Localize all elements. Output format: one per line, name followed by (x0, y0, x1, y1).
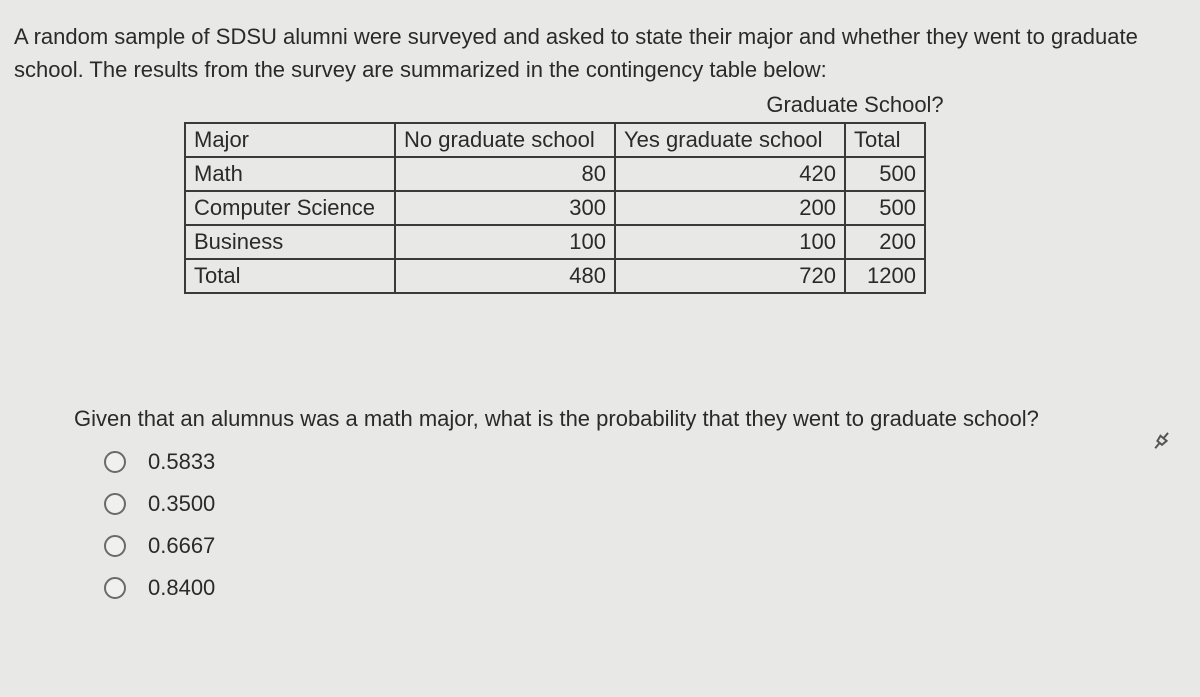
cell-major: Total (185, 259, 395, 293)
cell-major: Computer Science (185, 191, 395, 225)
intro-text: A random sample of SDSU alumni were surv… (14, 20, 1186, 86)
cell-total: 1200 (845, 259, 925, 293)
cell-no: 480 (395, 259, 615, 293)
question-block: Given that an alumnus was a math major, … (74, 404, 1186, 601)
answer-options: 0.5833 0.3500 0.6667 0.8400 (104, 449, 1186, 601)
cell-yes: 100 (615, 225, 845, 259)
cell-no: 80 (395, 157, 615, 191)
cell-no: 100 (395, 225, 615, 259)
radio-icon[interactable] (104, 493, 126, 515)
cell-yes: 200 (615, 191, 845, 225)
answer-option[interactable]: 0.8400 (104, 575, 1186, 601)
cell-major: Business (185, 225, 395, 259)
col-header-yes: Yes graduate school (615, 123, 845, 157)
option-label: 0.5833 (148, 449, 215, 475)
table-row: Business 100 100 200 (185, 225, 925, 259)
table-header-row: Major No graduate school Yes graduate sc… (185, 123, 925, 157)
contingency-table: Major No graduate school Yes graduate sc… (184, 122, 926, 294)
table-row: Computer Science 300 200 500 (185, 191, 925, 225)
radio-icon[interactable] (104, 451, 126, 473)
cell-no: 300 (395, 191, 615, 225)
col-header-major: Major (185, 123, 395, 157)
option-label: 0.6667 (148, 533, 215, 559)
cell-major: Math (185, 157, 395, 191)
col-header-total: Total (845, 123, 925, 157)
answer-option[interactable]: 0.6667 (104, 533, 1186, 559)
col-header-no: No graduate school (395, 123, 615, 157)
answer-option[interactable]: 0.3500 (104, 491, 1186, 517)
answer-option[interactable]: 0.5833 (104, 449, 1186, 475)
table-caption: Graduate School? (524, 92, 1186, 118)
cell-total: 200 (845, 225, 925, 259)
cell-yes: 720 (615, 259, 845, 293)
option-label: 0.8400 (148, 575, 215, 601)
table-row: Math 80 420 500 (185, 157, 925, 191)
radio-icon[interactable] (104, 535, 126, 557)
cell-total: 500 (845, 157, 925, 191)
radio-icon[interactable] (104, 577, 126, 599)
contingency-table-block: Graduate School? Major No graduate schoo… (184, 92, 1186, 294)
table-row: Total 480 720 1200 (185, 259, 925, 293)
option-label: 0.3500 (148, 491, 215, 517)
cell-total: 500 (845, 191, 925, 225)
question-text: Given that an alumnus was a math major, … (74, 404, 1186, 435)
cell-yes: 420 (615, 157, 845, 191)
